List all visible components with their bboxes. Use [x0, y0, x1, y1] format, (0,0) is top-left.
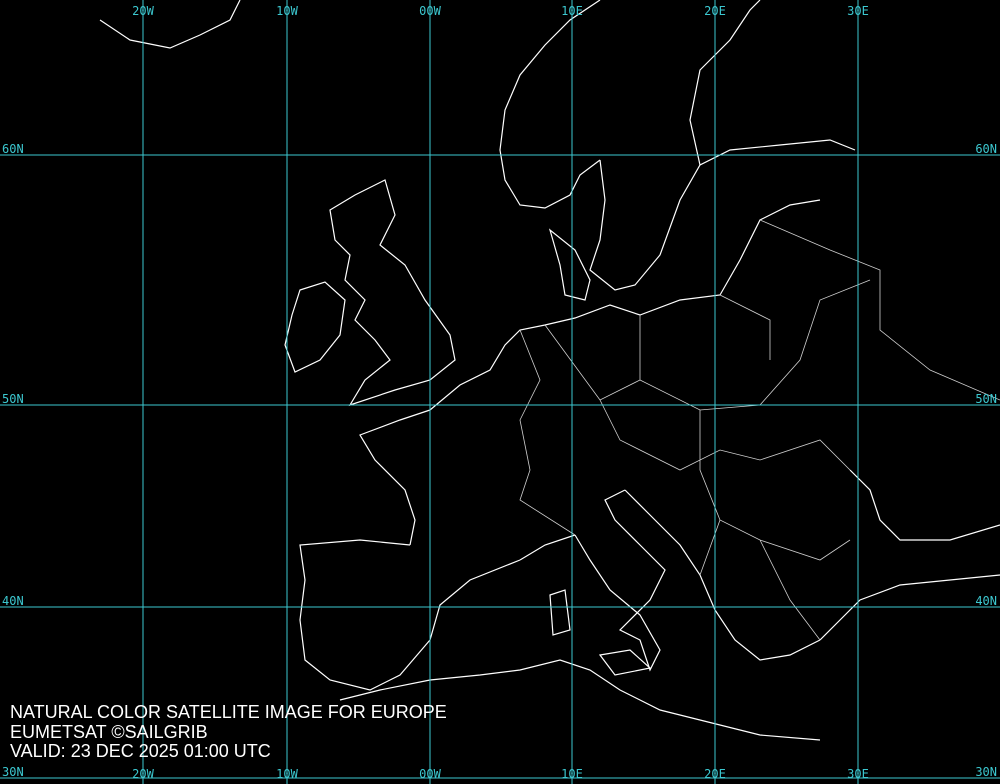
latitude-label-right: 40N [975, 594, 997, 608]
turkey-coast [819, 574, 1000, 641]
latitude-label-left: 40N [2, 594, 24, 608]
black-sea-coast [849, 469, 1000, 541]
longitude-label-top: 00W [419, 4, 441, 18]
mediterranean-france-coast [519, 534, 576, 561]
latitude-label-left: 50N [2, 392, 24, 406]
ireland-coast [284, 281, 346, 373]
latitude-label-right: 50N [975, 392, 997, 406]
latitude-label-left: 30N [2, 765, 24, 779]
map-title: NATURAL COLOR SATELLITE IMAGE FOR EUROPE [10, 702, 447, 722]
longitude-label-bottom: 10E [561, 767, 583, 781]
sardinia-coast [549, 589, 571, 636]
denmark-coast [548, 228, 591, 301]
sweden-coast [589, 139, 856, 291]
lowlands-coast [429, 324, 546, 411]
longitude-label-top: 20E [704, 4, 726, 18]
graticule-labels: 20W 20W 10W 10W 00W 00W 10E 10E 20E 20E 30E 30E 60N 6… [2, 4, 997, 781]
longitude-label-bottom: 30E [847, 767, 869, 781]
iberia-coast [299, 539, 521, 691]
valid-time: VALID: 23 DEC 2025 01:00 UTC [10, 741, 271, 761]
longitude-label-top: 30E [847, 4, 869, 18]
map-credit: EUMETSAT ©SAILGRIB [10, 722, 208, 742]
africa-coast [339, 659, 821, 741]
italy-coast [574, 489, 666, 672]
country-borders [519, 219, 1000, 641]
baltic-south-coast [544, 199, 821, 326]
france-coast [359, 409, 431, 546]
coastlines [99, 0, 1000, 741]
latitude-label-right: 60N [975, 142, 997, 156]
latitude-label-left: 60N [2, 142, 24, 156]
longitude-label-top: 10W [276, 4, 298, 18]
longitude-label-bottom: 10W [276, 767, 298, 781]
britain-coast [329, 179, 456, 407]
latitude-label-right: 30N [975, 765, 997, 779]
longitude-label-bottom: 20E [704, 767, 726, 781]
longitude-label-top: 20W [132, 4, 154, 18]
longitude-label-top: 10E [561, 4, 583, 18]
longitude-label-bottom: 20W [132, 767, 154, 781]
sicily-coast [598, 649, 652, 676]
iceland-coast [99, 0, 241, 49]
longitude-label-bottom: 00W [419, 767, 441, 781]
